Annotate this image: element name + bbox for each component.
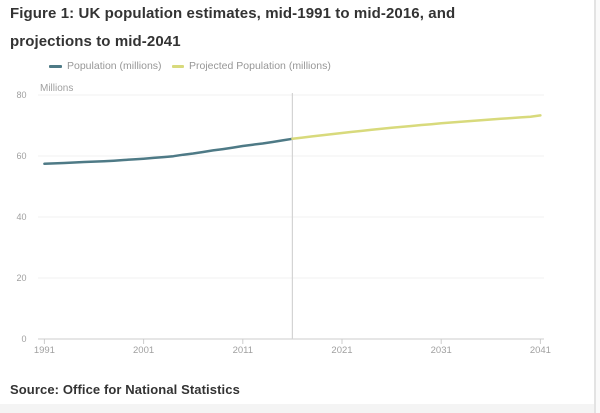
svg-text:80: 80: [16, 90, 26, 100]
svg-text:2031: 2031: [431, 345, 452, 356]
svg-text:2041: 2041: [530, 345, 551, 356]
svg-text:60: 60: [16, 151, 26, 161]
svg-text:2011: 2011: [233, 345, 253, 356]
svg-text:0: 0: [21, 334, 26, 344]
svg-text:40: 40: [16, 212, 26, 222]
svg-text:Millions: Millions: [40, 83, 73, 94]
svg-text:2021: 2021: [331, 345, 352, 356]
svg-text:1991: 1991: [34, 345, 55, 356]
svg-text:20: 20: [16, 273, 26, 283]
svg-text:2001: 2001: [133, 345, 154, 356]
